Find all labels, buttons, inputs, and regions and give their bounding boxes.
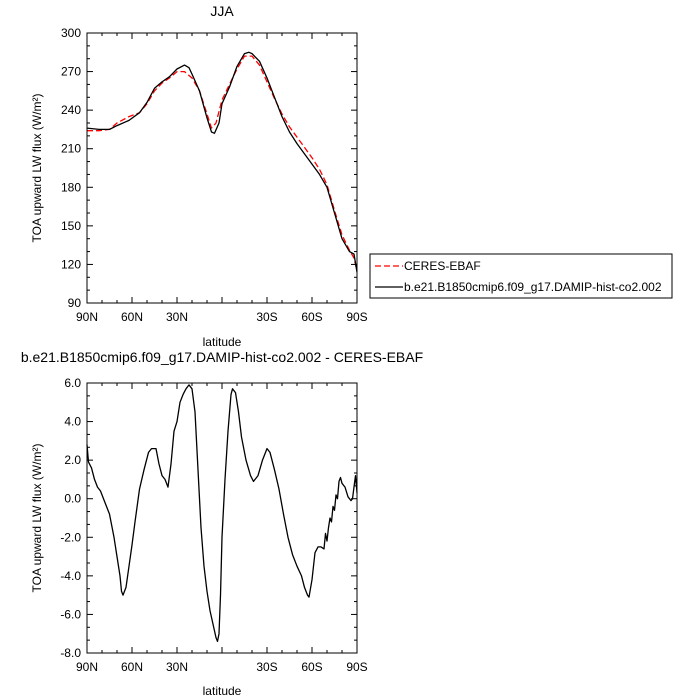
x-tick-label: 30N [166,310,188,324]
legend-box [369,253,673,299]
plot-frame-difference [86,382,358,654]
plot-area-difference [86,384,358,643]
y-tick-label: -2.0 [60,530,81,544]
y-tick-label: 150 [61,219,81,233]
legend-label-model: b.e21.B1850cmip6.f09_g17.DAMIP-hist-co2.… [404,280,662,294]
y-tick-label: 120 [61,257,81,271]
legend: CERES-EBAF b.e21.B1850cmip6.f09_g17.DAMI… [369,253,673,299]
y-tick-label: 90 [68,296,82,310]
y-axis: 90 120 150 180 210 240 270 300 [61,26,357,310]
series-line-1 [87,55,358,272]
series-line-2 [86,51,358,273]
y-axis-difference: -8.0 -6.0 -4.0 -2.0 0.0 2.0 4.0 6.0 [60,376,357,660]
x-tick-label: 60S [301,660,322,674]
y-axis-label-difference: TOA upward LW flux (W/m²) [30,444,44,593]
x-tick-label: 60S [301,310,322,324]
x-axis-difference: 90N 60N 30N 30S 60S 90S [76,383,368,674]
y-tick-label: 240 [61,103,81,117]
y-tick-label: 300 [61,26,81,40]
x-tick-label: 90S [346,310,367,324]
x-tick-label: 90S [346,660,367,674]
x-tick-label: 90N [76,660,98,674]
plot-area [86,51,358,273]
y-tick-label: -4.0 [60,569,81,583]
y-tick-label: 2.0 [64,453,81,467]
y-tick-label: -8.0 [60,646,81,660]
chart-title-difference: b.e21.B1850cmip6.f09_g17.DAMIP-hist-co2.… [21,349,423,365]
x-tick-label: 30N [166,660,188,674]
y-tick-label: 0.0 [64,492,81,506]
y-tick-label: 270 [61,65,81,79]
x-tick-label: 60N [121,310,143,324]
y-axis-label: TOA upward LW flux (W/m²) [30,94,44,243]
x-tick-label: 30S [256,660,277,674]
x-tick-label: 60N [121,660,143,674]
y-tick-label: 4.0 [64,415,81,429]
x-axis-label-difference: latitude [203,684,242,698]
x-axis: 90N 60N 30N 30S 60S 90S [76,33,368,324]
y-tick-label: 210 [61,142,81,156]
series-line-1 [86,384,358,643]
x-tick-label: 90N [76,310,98,324]
y-tick-label: 6.0 [64,376,81,390]
x-tick-label: 30S [256,310,277,324]
plot-frame [86,32,358,304]
x-axis-label: latitude [203,335,242,349]
chart-title: JJA [210,3,234,19]
legend-label-ceres: CERES-EBAF [404,259,481,273]
y-tick-label: 180 [61,180,81,194]
y-tick-label: -6.0 [60,607,81,621]
